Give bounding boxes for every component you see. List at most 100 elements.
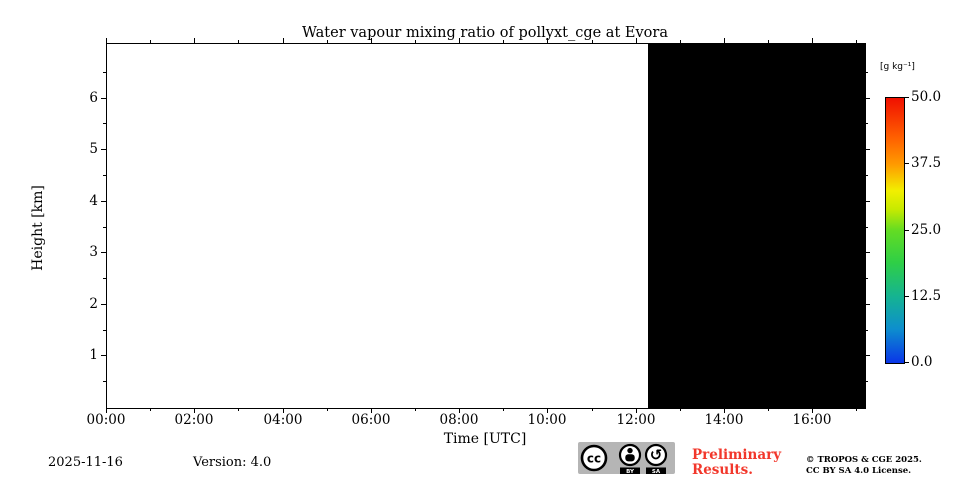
y-tick-label: 3 <box>89 244 98 260</box>
preliminary-results-note: Preliminary Results. <box>692 448 781 478</box>
x-minor-tick-top <box>238 40 239 43</box>
plot-area <box>106 43 866 409</box>
y-minor-tick <box>103 123 106 124</box>
x-minor-tick <box>150 408 151 411</box>
y-minor-tick <box>103 175 106 176</box>
sa-arrow-glyph: ↺ <box>650 446 663 464</box>
x-minor-tick-top <box>503 40 504 43</box>
preliminary-line1: Preliminary <box>692 447 782 463</box>
colorbar-tick <box>905 296 909 297</box>
x-major-tick-top <box>636 38 637 43</box>
x-major-tick-top <box>283 38 284 43</box>
x-major-tick-top <box>194 38 195 43</box>
colorbar-tick-label: 50.0 <box>911 89 942 105</box>
y-tick-label: 6 <box>89 90 98 106</box>
x-major-tick-top <box>547 38 548 43</box>
sa-label-box <box>646 467 666 474</box>
x-minor-tick-top <box>680 40 681 43</box>
y-minor-tick-right <box>865 330 868 331</box>
x-major-tick <box>636 408 637 413</box>
colorbar-tick <box>905 97 909 98</box>
y-major-tick-right <box>865 201 870 202</box>
x-tick-label: 14:00 <box>704 412 744 428</box>
x-major-tick <box>459 408 460 413</box>
colorbar-tick-label: 0.0 <box>911 354 933 370</box>
y-minor-tick-right <box>865 381 868 382</box>
y-major-tick-right <box>865 355 870 356</box>
x-minor-tick <box>592 408 593 411</box>
x-major-tick <box>724 408 725 413</box>
x-major-tick-top <box>106 38 107 43</box>
y-major-tick <box>101 98 106 99</box>
by-label-text: BY <box>626 469 635 474</box>
y-axis-label-text: Height [km] <box>30 185 46 271</box>
y-major-tick-right <box>865 252 870 253</box>
y-major-tick <box>101 355 106 356</box>
x-minor-tick-top <box>150 40 151 43</box>
y-minor-tick <box>103 330 106 331</box>
cc-circle-icon <box>580 444 608 472</box>
cc-by-sa-badge: cc ↺ BY SA <box>578 442 675 474</box>
sa-arrow-icon <box>644 443 668 467</box>
by-person-head <box>627 447 633 454</box>
y-major-tick <box>101 201 106 202</box>
y-major-tick-right <box>865 149 870 150</box>
y-major-tick <box>101 149 106 150</box>
sa-label-text: SA <box>652 469 661 474</box>
by-label-box <box>620 467 640 474</box>
x-major-tick <box>547 408 548 413</box>
version-label: Version: 4.0 <box>193 455 272 470</box>
x-minor-tick-top <box>327 40 328 43</box>
cc-icon-text: cc <box>587 452 601 466</box>
x-major-tick-top <box>812 38 813 43</box>
y-major-tick-right <box>865 98 870 99</box>
x-tick-label: 04:00 <box>263 412 303 428</box>
by-person-body <box>625 454 635 462</box>
preliminary-line2: Results. <box>692 462 753 478</box>
measurement-date: 2025-11-16 <box>48 455 123 470</box>
y-minor-tick <box>103 72 106 73</box>
x-tick-label: 00:00 <box>86 412 126 428</box>
x-tick-label: 02:00 <box>174 412 214 428</box>
y-major-tick <box>101 304 106 305</box>
colorbar-tick <box>905 163 909 164</box>
copyright-line1: © TROPOS & CGE 2025. <box>806 455 922 465</box>
x-minor-tick <box>856 408 857 411</box>
x-tick-label: 12:00 <box>616 412 656 428</box>
x-minor-tick <box>238 408 239 411</box>
x-major-tick-top <box>371 38 372 43</box>
x-major-tick <box>283 408 284 413</box>
y-major-tick-right <box>865 304 870 305</box>
x-tick-label: 08:00 <box>439 412 479 428</box>
y-minor-tick <box>103 381 106 382</box>
colorbar-unit-label: [g kg⁻¹] <box>880 62 915 72</box>
x-major-tick-top <box>459 38 460 43</box>
no-data-region <box>647 44 865 408</box>
x-minor-tick <box>768 408 769 411</box>
y-minor-tick-right <box>865 278 868 279</box>
x-minor-tick <box>327 408 328 411</box>
x-major-tick <box>371 408 372 413</box>
x-minor-tick <box>680 408 681 411</box>
y-tick-label: 1 <box>89 347 98 363</box>
x-minor-tick-top <box>768 40 769 43</box>
x-minor-tick <box>415 408 416 411</box>
x-minor-tick-top <box>415 40 416 43</box>
y-minor-tick <box>103 227 106 228</box>
copyright-note: © TROPOS & CGE 2025. CC BY SA 4.0 Licens… <box>806 455 922 477</box>
y-minor-tick-right <box>865 123 868 124</box>
y-tick-label: 4 <box>89 193 98 209</box>
colorbar-tick <box>905 362 909 363</box>
y-tick-label: 2 <box>89 296 98 312</box>
x-major-tick <box>812 408 813 413</box>
x-tick-label: 16:00 <box>792 412 832 428</box>
colorbar-tick <box>905 230 909 231</box>
y-minor-tick-right <box>865 227 868 228</box>
x-tick-label: 06:00 <box>351 412 391 428</box>
colorbar <box>885 97 905 364</box>
copyright-line2: CC BY SA 4.0 License. <box>806 466 912 476</box>
colorbar-tick-label: 37.5 <box>911 155 942 171</box>
y-tick-label: 5 <box>89 141 98 157</box>
colorbar-tick-label: 25.0 <box>911 222 942 238</box>
